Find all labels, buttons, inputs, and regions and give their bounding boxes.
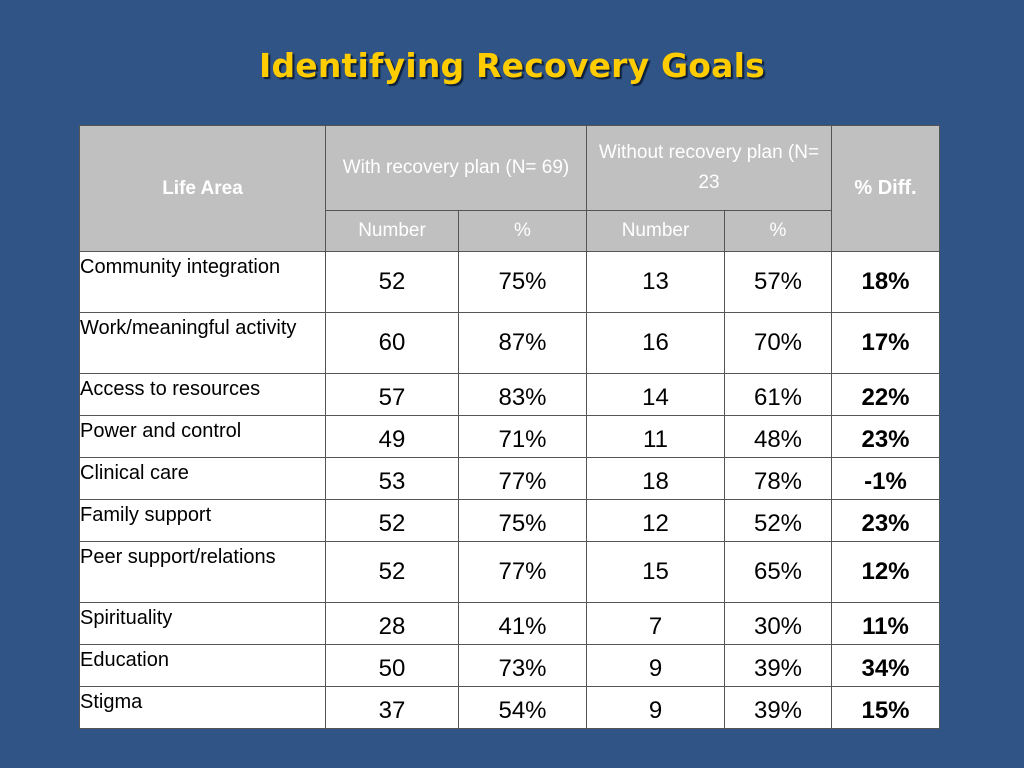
without-number-cell: 7 — [586, 602, 725, 645]
without-number-cell: 12 — [586, 499, 725, 542]
diff-cell: 18% — [831, 251, 940, 313]
header-with-percent: % — [458, 210, 587, 252]
life-area-cell: Education — [79, 644, 326, 687]
with-percent-cell: 83% — [458, 373, 587, 416]
with-number-cell: 52 — [325, 541, 459, 603]
life-area-cell: Family support — [79, 499, 326, 542]
diff-cell: 11% — [831, 602, 940, 645]
table-row: Access to resources 57 83% 14 61% 22% — [79, 373, 940, 416]
with-number-cell: 60 — [325, 312, 459, 374]
with-number-cell: 28 — [325, 602, 459, 645]
header-without-number: Number — [586, 210, 725, 252]
table-row: Work/meaningful activity 60 87% 16 70% 1… — [79, 312, 940, 374]
without-number-cell: 9 — [586, 644, 725, 687]
life-area-cell: Peer support/relations — [79, 541, 326, 603]
with-percent-cell: 41% — [458, 602, 587, 645]
with-percent-cell: 75% — [458, 251, 587, 313]
header-without-plan: Without recovery plan (N= 23 — [586, 125, 832, 211]
header-with-number: Number — [325, 210, 459, 252]
header-with-plan: With recovery plan (N= 69) — [325, 125, 587, 211]
without-percent-cell: 65% — [724, 541, 832, 603]
without-percent-cell: 78% — [724, 457, 832, 500]
without-number-cell: 16 — [586, 312, 725, 374]
diff-cell: 34% — [831, 644, 940, 687]
without-percent-cell: 30% — [724, 602, 832, 645]
recovery-goals-table: Life Area With recovery plan (N= 69) Wit… — [79, 125, 940, 729]
header-without-percent: % — [724, 210, 832, 252]
table-row: Spirituality 28 41% 7 30% 11% — [79, 602, 940, 645]
table-row: Family support 52 75% 12 52% 23% — [79, 499, 940, 542]
life-area-cell: Spirituality — [79, 602, 326, 645]
with-percent-cell: 73% — [458, 644, 587, 687]
with-number-cell: 37 — [325, 686, 459, 729]
without-number-cell: 11 — [586, 415, 725, 458]
diff-cell: 22% — [831, 373, 940, 416]
with-percent-cell: 75% — [458, 499, 587, 542]
diff-cell: 17% — [831, 312, 940, 374]
with-number-cell: 49 — [325, 415, 459, 458]
diff-cell: 15% — [831, 686, 940, 729]
table-row: Power and control 49 71% 11 48% 23% — [79, 415, 940, 458]
table-row: Stigma 37 54% 9 39% 15% — [79, 686, 940, 729]
with-percent-cell: 54% — [458, 686, 587, 729]
life-area-cell: Stigma — [79, 686, 326, 729]
slide-title: Identifying Recovery Goals — [258, 46, 766, 85]
without-percent-cell: 61% — [724, 373, 832, 416]
life-area-cell: Work/meaningful activity — [79, 312, 326, 374]
without-percent-cell: 39% — [724, 644, 832, 687]
life-area-cell: Power and control — [79, 415, 326, 458]
without-percent-cell: 57% — [724, 251, 832, 313]
with-percent-cell: 77% — [458, 541, 587, 603]
without-number-cell: 15 — [586, 541, 725, 603]
diff-cell: -1% — [831, 457, 940, 500]
without-percent-cell: 52% — [724, 499, 832, 542]
without-percent-cell: 48% — [724, 415, 832, 458]
with-percent-cell: 87% — [458, 312, 587, 374]
table-row: Peer support/relations 52 77% 15 65% 12% — [79, 541, 940, 603]
diff-cell: 23% — [831, 499, 940, 542]
without-number-cell: 14 — [586, 373, 725, 416]
table-row: Community integration 52 75% 13 57% 18% — [79, 251, 940, 313]
life-area-cell: Community integration — [79, 251, 326, 313]
diff-cell: 23% — [831, 415, 940, 458]
header-diff: % Diff. — [831, 125, 940, 252]
with-percent-cell: 77% — [458, 457, 587, 500]
without-percent-cell: 39% — [724, 686, 832, 729]
life-area-cell: Clinical care — [79, 457, 326, 500]
without-number-cell: 9 — [586, 686, 725, 729]
with-number-cell: 53 — [325, 457, 459, 500]
without-percent-cell: 70% — [724, 312, 832, 374]
diff-cell: 12% — [831, 541, 940, 603]
with-number-cell: 52 — [325, 251, 459, 313]
header-life-area: Life Area — [79, 125, 326, 252]
with-number-cell: 52 — [325, 499, 459, 542]
table-row: Education 50 73% 9 39% 34% — [79, 644, 940, 687]
without-number-cell: 18 — [586, 457, 725, 500]
without-number-cell: 13 — [586, 251, 725, 313]
with-percent-cell: 71% — [458, 415, 587, 458]
table-row: Clinical care 53 77% 18 78% -1% — [79, 457, 940, 500]
with-number-cell: 50 — [325, 644, 459, 687]
with-number-cell: 57 — [325, 373, 459, 416]
life-area-cell: Access to resources — [79, 373, 326, 416]
